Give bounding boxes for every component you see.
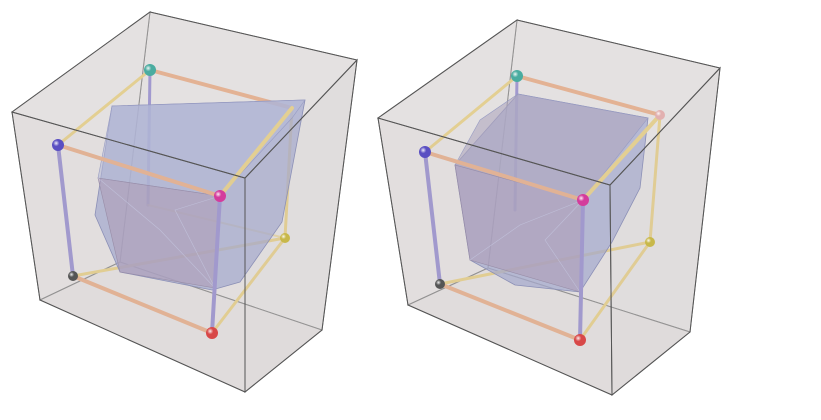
edge-front-right xyxy=(581,113,662,202)
edge-front-vertical-right xyxy=(578,198,585,342)
edge-front-right xyxy=(218,106,294,198)
edge-front-vertical-left xyxy=(56,143,75,278)
right-panel xyxy=(376,18,721,397)
vertex-balls xyxy=(52,64,290,339)
edge-front-bottom xyxy=(438,282,582,342)
edge-front-bottom-right xyxy=(578,240,652,342)
box-top-face xyxy=(10,11,358,179)
edge-front-bottom xyxy=(71,274,214,335)
edge-front-bottom-right xyxy=(210,236,287,335)
edge-front-left xyxy=(423,74,519,154)
edge-back-right xyxy=(648,113,662,244)
edge-front-vertical-left xyxy=(423,150,442,286)
edge-front-top xyxy=(423,150,585,202)
edge-front-vertical-right xyxy=(210,194,222,335)
edge-front-left xyxy=(56,68,152,147)
vertex-balls xyxy=(419,70,665,346)
edge-front-top xyxy=(56,143,222,198)
box-top-face xyxy=(376,19,721,186)
left-panel xyxy=(10,10,358,394)
edge-back-top xyxy=(515,74,662,117)
